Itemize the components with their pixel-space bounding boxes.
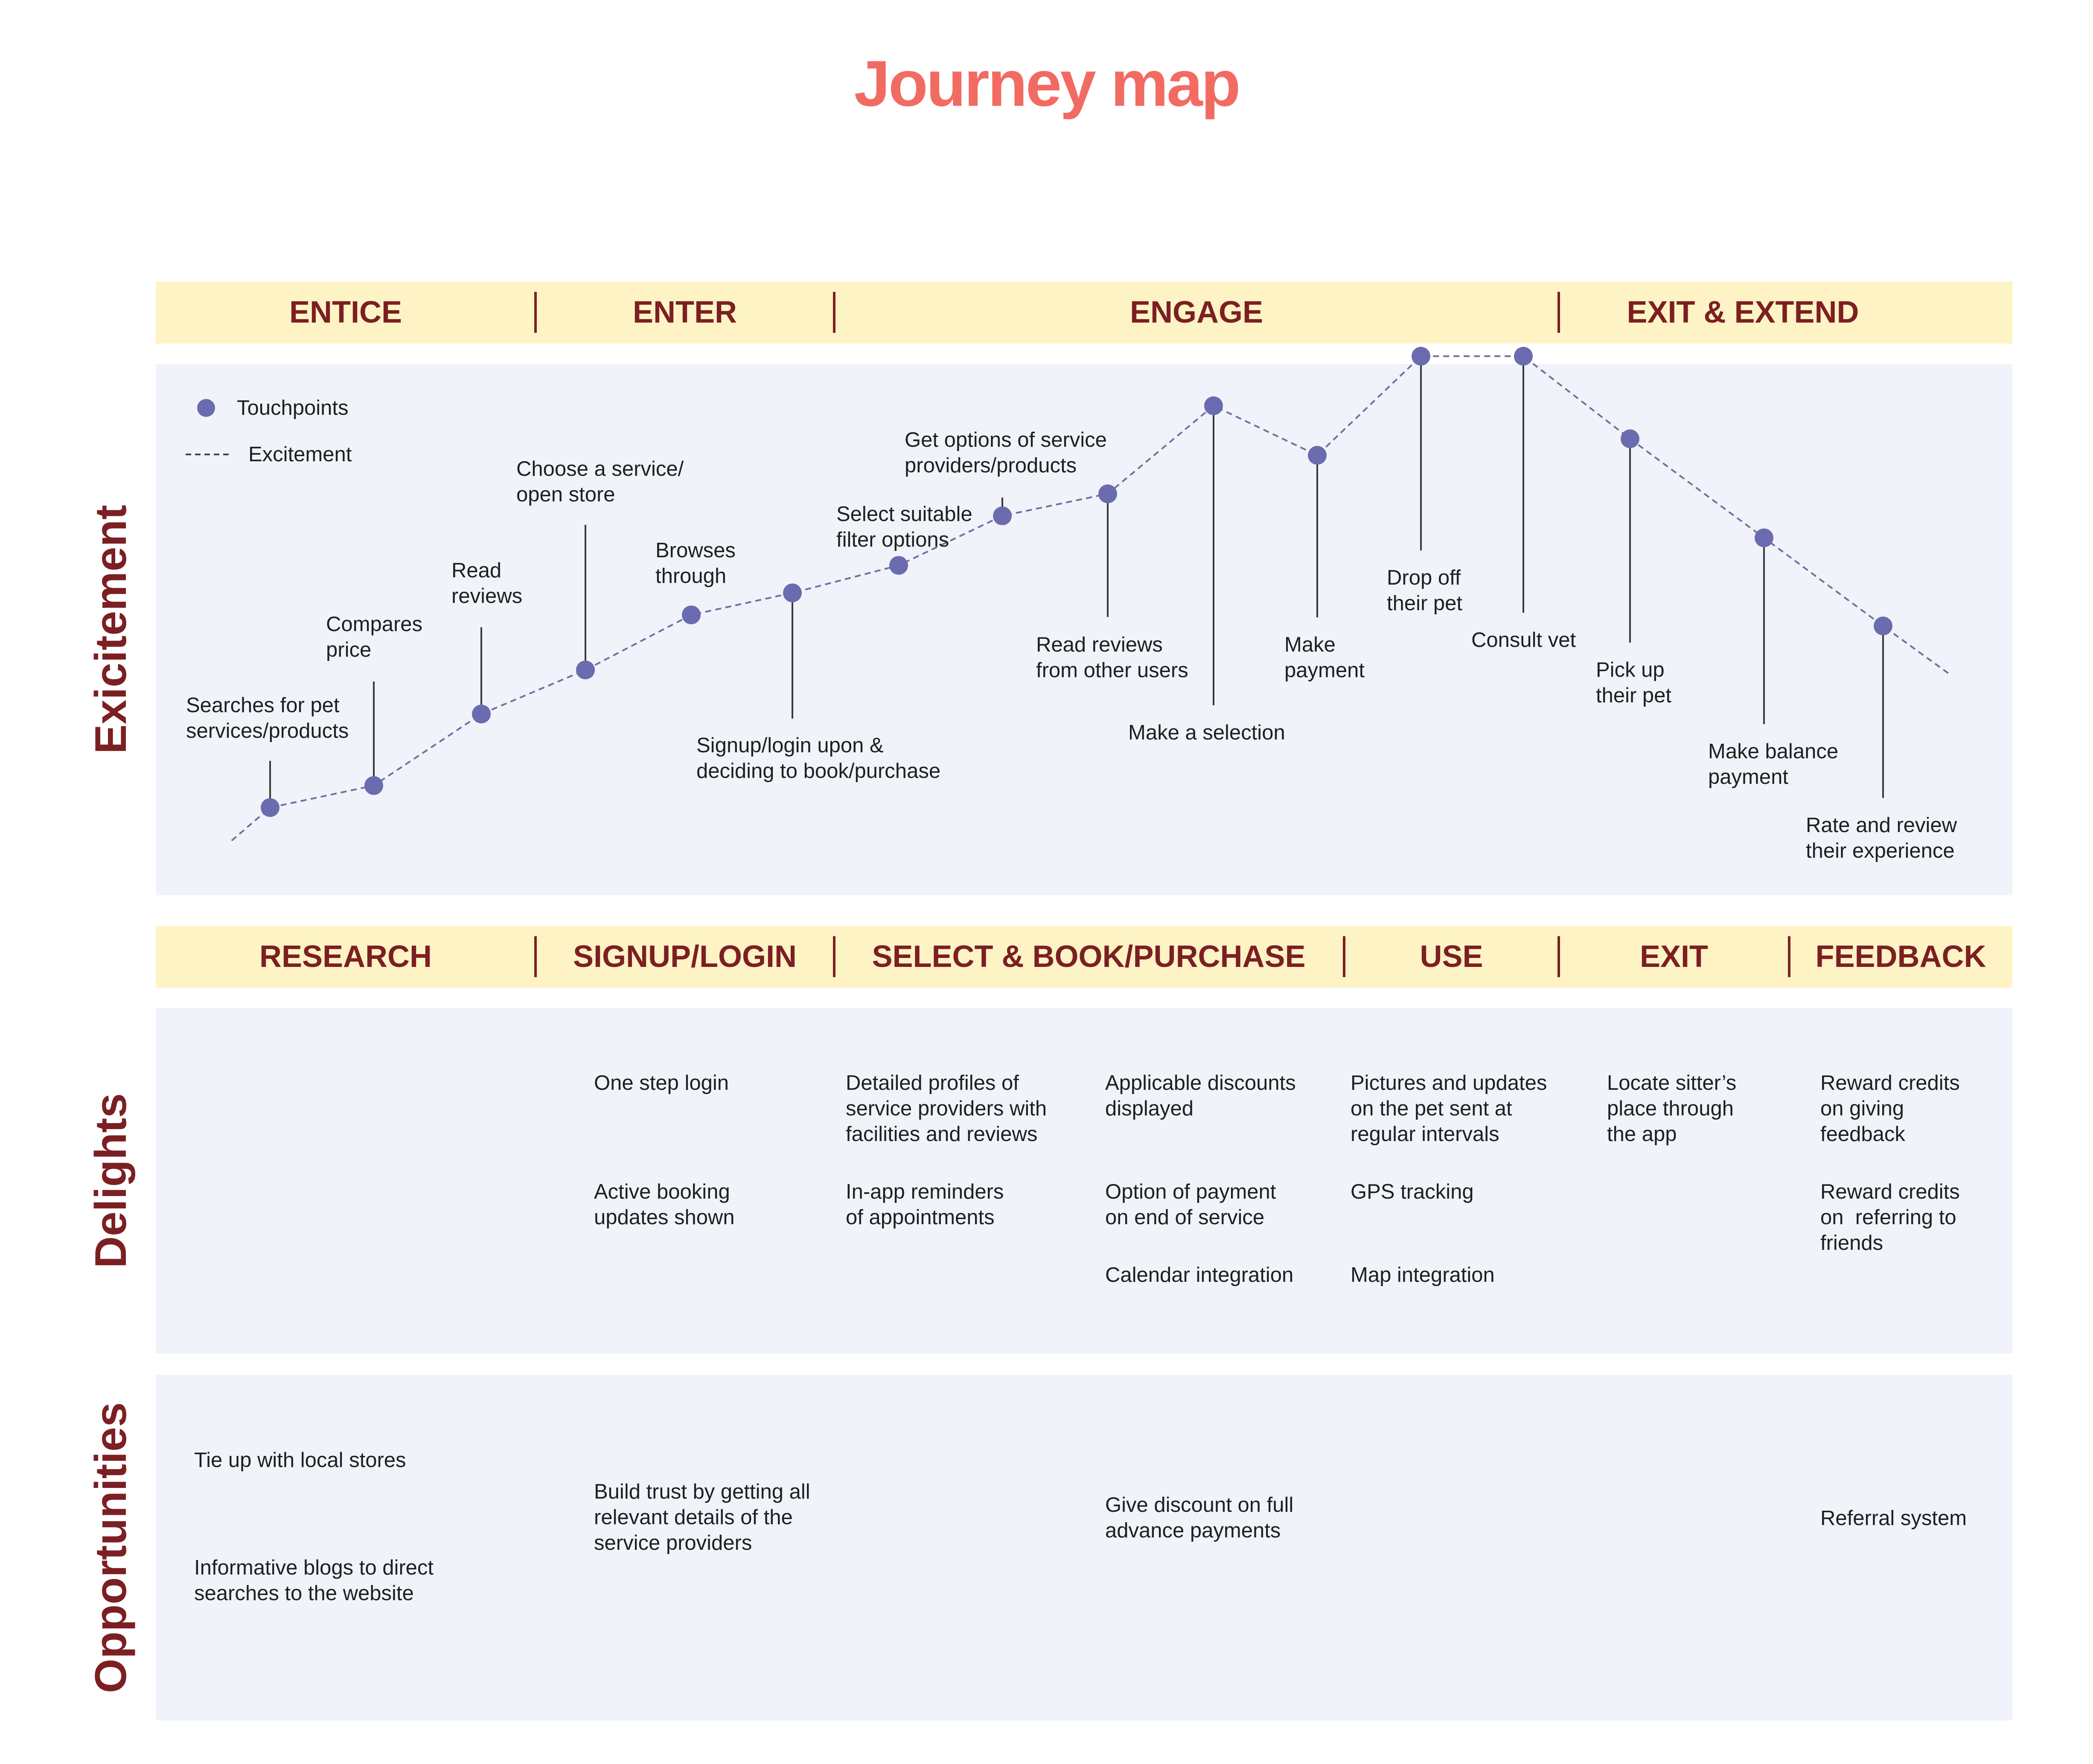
phase-enter: ENTER xyxy=(632,295,737,329)
phase-band: ENTICE ENTER ENGAGE EXIT & EXTEND xyxy=(156,282,2012,343)
excitement-panel xyxy=(156,364,2012,895)
touchpoint-label: Make a selection xyxy=(1128,721,1285,744)
delight-item: Active booking updates shown xyxy=(594,1180,735,1229)
touchpoint-dot xyxy=(1514,346,1533,366)
opportunity-item: Build trust by getting all relevant deta… xyxy=(594,1480,810,1554)
step-divider xyxy=(1788,936,1790,977)
touchpoint-label: Make payment xyxy=(1284,633,1365,682)
touchpoint-label: Select suitable filter options xyxy=(836,503,972,551)
legend-touchpoints-label: Touchpoints xyxy=(237,396,349,419)
row-label-opportunities: Opportunities xyxy=(86,1402,136,1693)
touchpoint-label: Get options of service providers/products xyxy=(905,428,1107,477)
opportunities-panel xyxy=(156,1375,2012,1720)
phase-divider xyxy=(833,292,835,333)
touchpoint-label: Searches for pet services/products xyxy=(186,694,349,742)
opportunity-item: Tie up with local stores xyxy=(194,1449,406,1472)
step-divider xyxy=(1343,936,1345,977)
delight-item: Pictures and updates on the pet sent at … xyxy=(1351,1071,1547,1146)
step-signup-login: SIGNUP/LOGIN xyxy=(573,940,797,974)
touchpoint-dot xyxy=(993,506,1012,525)
touchpoint-label: Rate and review their experience xyxy=(1806,814,1957,862)
touchpoint-dot xyxy=(783,583,802,603)
touchpoint-label: Drop off their pet xyxy=(1387,566,1462,615)
step-select-book-purchase: SELECT & BOOK/PURCHASE xyxy=(872,940,1306,974)
touchpoint-label: Pick up their pet xyxy=(1596,658,1671,707)
touchpoint-dot xyxy=(682,605,701,625)
delights-panel xyxy=(156,1008,2012,1354)
delight-item: Reward credits on giving feedback xyxy=(1820,1071,1960,1146)
touchpoint-dot xyxy=(1308,446,1327,465)
step-divider xyxy=(534,936,537,977)
delight-item: Calendar integration xyxy=(1105,1263,1294,1287)
delight-item: GPS tracking xyxy=(1351,1180,1474,1203)
touchpoint-label: Consult vet xyxy=(1471,629,1576,652)
phase-exit-extend: EXIT & EXTEND xyxy=(1627,295,1859,329)
delight-item: Option of payment on end of service xyxy=(1105,1180,1276,1229)
opportunity-item: Referral system xyxy=(1820,1507,1967,1530)
touchpoint-dot xyxy=(1874,616,1892,635)
legend-excitement-label: Excitement xyxy=(248,443,352,466)
phase-engage: ENGAGE xyxy=(1129,295,1263,329)
row-label-delights: Delights xyxy=(86,1093,136,1269)
step-research: RESEARCH xyxy=(259,940,432,974)
delight-item: Detailed profiles of service providers w… xyxy=(846,1071,1047,1146)
page-title: Journey map xyxy=(854,47,1240,120)
delight-item: Locate sitter’s place through the app xyxy=(1607,1071,1737,1146)
step-feedback: FEEDBACK xyxy=(1815,940,1986,974)
touchpoint-label: Compares price xyxy=(326,613,422,661)
touchpoint-dot xyxy=(364,776,383,795)
touchpoint-dot xyxy=(1412,346,1430,366)
opportunity-item: Informative blogs to direct searches to … xyxy=(194,1556,434,1605)
touchpoint-dot xyxy=(1755,528,1773,547)
touchpoint-label: Choose a service/open store xyxy=(516,457,684,506)
touchpoint-label: Read reviews xyxy=(451,559,522,608)
touchpoint-dot xyxy=(472,704,491,724)
delight-item: Applicable discounts displayed xyxy=(1105,1071,1296,1120)
phase-divider xyxy=(534,292,537,333)
legend-touchpoint-icon xyxy=(197,399,215,417)
legend: Touchpoints Excitement xyxy=(186,396,352,466)
touchpoint-label: Make balance payment xyxy=(1708,740,1838,789)
touchpoints: Searches for pet services/products Compare… xyxy=(186,346,1957,862)
opportunity-item: Give discount on full advance payments xyxy=(1105,1493,1294,1542)
phase-divider xyxy=(1557,292,1560,333)
touchpoint-dot xyxy=(576,661,595,680)
touchpoint-dot xyxy=(1621,429,1639,448)
touchpoint-label: Browses through xyxy=(655,539,736,588)
touchpoint-dot xyxy=(1098,484,1117,504)
delight-item: Reward credits on referring to friends xyxy=(1820,1180,1960,1255)
delight-item: Map integration xyxy=(1351,1263,1495,1287)
phase-entice: ENTICE xyxy=(289,295,402,329)
touchpoint-dot xyxy=(1204,396,1223,415)
delight-item: One step login xyxy=(594,1071,729,1094)
step-band: RESEARCH SIGNUP/LOGIN SELECT & BOOK/PURC… xyxy=(156,926,2012,988)
step-use: USE xyxy=(1420,940,1483,974)
step-divider xyxy=(833,936,835,977)
touchpoint-dot xyxy=(889,556,908,575)
step-divider xyxy=(1557,936,1560,977)
step-exit: EXIT xyxy=(1639,940,1709,974)
touchpoint-dot xyxy=(261,798,279,817)
touchpoint-label: Read reviews from other users xyxy=(1036,633,1188,682)
delight-item: In-app reminders of appointments xyxy=(846,1180,1004,1229)
touchpoint-label: Signup/login upon & deciding to book/purc… xyxy=(696,734,940,783)
